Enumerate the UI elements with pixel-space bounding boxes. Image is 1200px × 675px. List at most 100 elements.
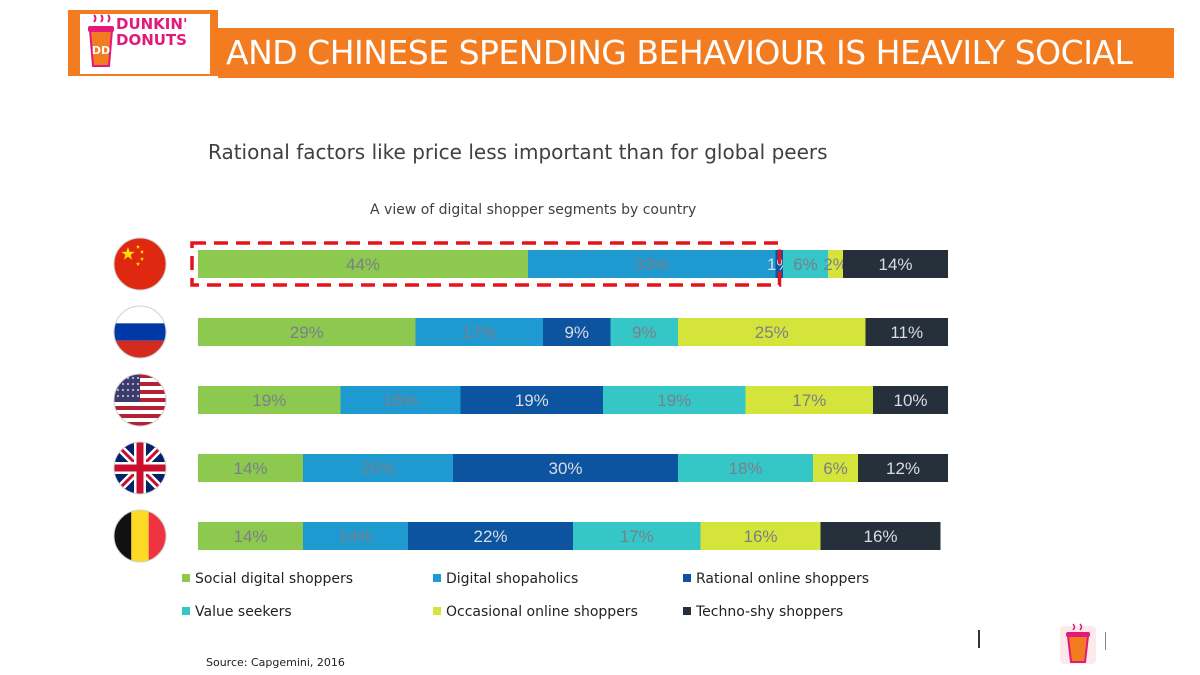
bar-label-russia-0: 29%	[290, 323, 324, 342]
highlight-box	[190, 241, 782, 287]
bar-china-2	[775, 250, 783, 278]
belgium-flag-icon	[114, 510, 166, 562]
bar-usa-0	[198, 386, 341, 414]
bar-label-usa-1: 16%	[383, 391, 417, 410]
bar-belgium-1	[303, 522, 408, 550]
bar-china-4	[828, 250, 843, 278]
bar-belgium-2	[408, 522, 573, 550]
slide-subtitle: Rational factors like price less importa…	[208, 140, 828, 164]
bar-label-belgium-5: 16%	[863, 527, 897, 546]
bar-uk-5	[858, 454, 948, 482]
bar-label-russia-1: 17%	[462, 323, 496, 342]
legend-label: Occasional online shoppers	[446, 604, 638, 620]
russia-flag-icon	[114, 306, 166, 358]
bar-label-uk-4: 6%	[823, 459, 848, 478]
legend-item: Occasional online shoppers	[433, 604, 638, 620]
bar-uk-1	[303, 454, 453, 482]
bar-label-belgium-1: 14%	[338, 527, 372, 546]
legend-label: Rational online shoppers	[696, 571, 870, 587]
source-note: Source: Capgemini, 2016	[206, 656, 345, 669]
bar-usa-5	[873, 386, 948, 414]
legend-label: Digital shopaholics	[446, 571, 579, 587]
legend-swatch	[182, 574, 190, 582]
bar-label-usa-4: 17%	[792, 391, 826, 410]
bar-label-usa-5: 10%	[893, 391, 927, 410]
dunkin-logo: DD	[80, 14, 210, 74]
legend-label: Techno-shy shoppers	[696, 604, 844, 620]
bar-label-uk-2: 30%	[548, 459, 582, 478]
bar-belgium-5	[820, 522, 941, 550]
legend-swatch	[683, 574, 691, 582]
bar-label-russia-2: 9%	[564, 323, 589, 342]
legend-swatch	[182, 607, 190, 615]
footer-divider	[978, 630, 980, 648]
coffee-cup-icon: DD	[88, 14, 114, 67]
bar-label-china-5: 14%	[878, 255, 912, 274]
bar-label-uk-3: 18%	[728, 459, 762, 478]
bar-label-uk-5: 12%	[886, 459, 920, 478]
bar-russia-1	[415, 318, 543, 346]
bar-label-belgium-2: 22%	[473, 527, 507, 546]
bar-label-belgium-4: 16%	[743, 527, 777, 546]
logo-line-1: DUNKIN'	[116, 15, 188, 33]
bar-russia-4	[678, 318, 866, 346]
bar-china-0	[198, 250, 528, 278]
bar-belgium-3	[573, 522, 701, 550]
bar-label-belgium-3: 17%	[620, 527, 654, 546]
bar-label-russia-4: 25%	[755, 323, 789, 342]
legend-item: Techno-shy shoppers	[683, 604, 843, 620]
page-title: AND CHINESE SPENDING BEHAVIOUR IS HEAVIL…	[226, 33, 1133, 72]
bar-usa-4	[745, 386, 873, 414]
bar-usa-3	[603, 386, 746, 414]
logo-wordmark: DUNKIN' DONUTS	[116, 16, 212, 48]
bar-belgium-0	[198, 522, 303, 550]
bar-label-china-1: 33%	[635, 255, 669, 274]
bar-russia-2	[543, 318, 611, 346]
bar-china-5	[843, 250, 948, 278]
china-flag-icon	[114, 238, 166, 290]
bar-label-china-3: 6%	[793, 255, 818, 274]
uk-flag-icon	[114, 442, 166, 494]
bar-label-uk-1: 20%	[361, 459, 395, 478]
bar-usa-2	[460, 386, 603, 414]
bar-uk-4	[813, 454, 858, 482]
footer-divider-right	[1105, 632, 1106, 650]
bar-label-belgium-0: 14%	[233, 527, 267, 546]
title-banner	[218, 28, 1174, 78]
footer-cup-icon	[1060, 623, 1096, 664]
legend-item: Digital shopaholics	[433, 571, 578, 587]
bar-russia-0	[198, 318, 416, 346]
bar-area: 44% 33% 1% 6% 2% 14%29% 17% 9% 9% 25% 11%19% 16% 19%…	[198, 250, 948, 550]
legend-item: Social digital shoppers	[182, 571, 353, 587]
bar-russia-5	[865, 318, 948, 346]
bar-label-uk-0: 14%	[233, 459, 267, 478]
flag-column	[113, 237, 167, 563]
bar-belgium-4	[700, 522, 821, 550]
bar-russia-3	[610, 318, 678, 346]
legend-swatch	[433, 607, 441, 615]
bar-label-usa-3: 19%	[657, 391, 691, 410]
legend-swatch	[683, 607, 691, 615]
bar-label-usa-0: 19%	[252, 391, 286, 410]
chart-title: A view of digital shopper segments by co…	[370, 202, 697, 218]
bar-usa-1	[340, 386, 461, 414]
bar-label-usa-2: 19%	[515, 391, 549, 410]
logo-line-2: DONUTS	[116, 31, 187, 49]
legend-item: Rational online shoppers	[683, 571, 869, 587]
legend-label: Value seekers	[195, 604, 292, 620]
bar-label-china-0: 44%	[346, 255, 380, 274]
bar-label-russia-5: 11%	[890, 323, 923, 342]
highlight-layer	[190, 241, 782, 287]
legend-label: Social digital shoppers	[195, 571, 354, 587]
bar-label-russia-3: 9%	[632, 323, 657, 342]
bar-china-3	[783, 250, 828, 278]
legend-swatch	[433, 574, 441, 582]
bar-label-china-4: 2%	[823, 255, 848, 274]
bar-uk-2	[453, 454, 678, 482]
bar-uk-3	[678, 454, 813, 482]
legend-item: Value seekers	[182, 604, 292, 620]
bar-china-1	[528, 250, 776, 278]
bar-uk-0	[198, 454, 303, 482]
svg-text:DD: DD	[92, 44, 110, 57]
